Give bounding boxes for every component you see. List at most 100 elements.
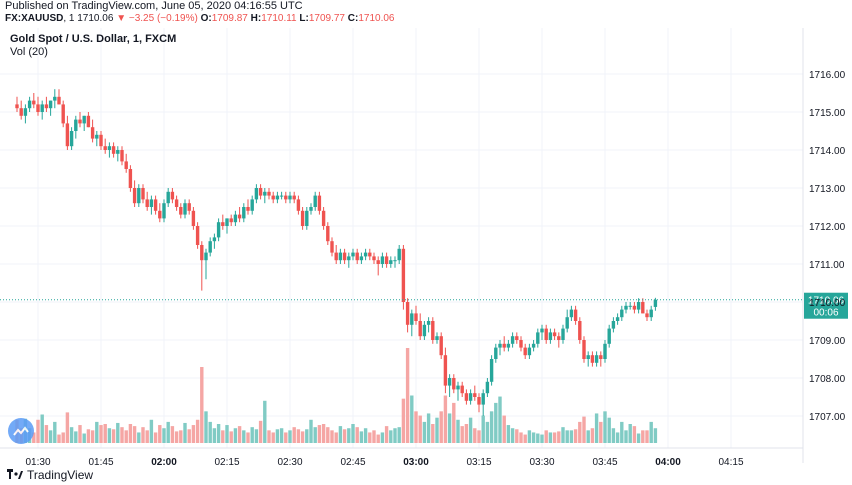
volume-bar [405, 348, 410, 443]
candle [447, 374, 452, 397]
candle [594, 351, 599, 367]
candle [414, 305, 418, 325]
time-tick-label: 04:00 [655, 457, 681, 468]
candle [74, 115, 78, 139]
candle [557, 332, 561, 348]
volume-bar [229, 431, 233, 443]
candle [363, 248, 368, 261]
candle [279, 191, 284, 200]
volume-bar [615, 432, 620, 443]
candle [141, 184, 145, 204]
volume-bar [544, 430, 548, 443]
candle [368, 248, 372, 261]
volume-bar [552, 432, 557, 443]
candle [599, 351, 603, 367]
change-down-icon: ▼ [116, 13, 127, 24]
volume-bar [582, 416, 586, 443]
volume-bar [216, 424, 221, 443]
low-label: L: [299, 13, 309, 24]
candle [27, 96, 32, 112]
volume-bar [460, 426, 464, 443]
price-axis: 1707.00 1708.00 1709.00 1710.00 1711.00 1712.… [802, 28, 846, 463]
volume-bar [498, 396, 502, 443]
candle [204, 248, 208, 280]
volume-bar [82, 433, 86, 443]
volume-bar [342, 429, 347, 443]
candle [288, 191, 292, 204]
candle [250, 195, 254, 215]
candle [82, 115, 86, 131]
volume-bar [78, 425, 82, 443]
volume-bar [69, 427, 74, 443]
candle [19, 100, 23, 120]
candle [338, 248, 343, 264]
open-value: 1709.87 [211, 13, 248, 24]
candle [620, 305, 624, 321]
volume-bar [620, 421, 624, 443]
candle [95, 131, 99, 147]
candle [502, 336, 506, 352]
candle [53, 89, 57, 109]
candle [510, 332, 515, 348]
volume-bar [237, 426, 242, 443]
candle [69, 127, 74, 150]
volume-bar [292, 427, 296, 443]
volume-bar [254, 429, 259, 443]
volume-bar [296, 429, 301, 443]
tradingview-cloud-icon[interactable] [8, 418, 34, 444]
volume-bar [233, 428, 238, 443]
candle [372, 252, 376, 264]
volume-bar [309, 419, 313, 443]
volume-bar [359, 431, 364, 443]
volume-bar [65, 412, 70, 443]
candle [506, 340, 511, 352]
candle [456, 381, 460, 401]
candle [384, 252, 389, 268]
candle [254, 184, 259, 204]
candle [615, 313, 620, 325]
volume-bar [166, 421, 170, 443]
volume-bar [225, 425, 229, 443]
candle [573, 305, 578, 325]
candle [636, 298, 641, 314]
candle [477, 393, 481, 413]
time-tick-label: 02:45 [340, 457, 365, 468]
volume-bar [384, 426, 389, 443]
volume-bar [300, 431, 305, 443]
candle [305, 207, 309, 230]
interval-label: 1 [68, 13, 75, 24]
candle [145, 191, 149, 211]
candle [212, 233, 217, 249]
volume-bar [519, 432, 523, 443]
volume-bar [527, 430, 532, 443]
volume-bar [204, 411, 208, 443]
candle [519, 336, 523, 352]
volume-bar [603, 411, 607, 443]
volume-bar [548, 432, 553, 443]
candle [321, 207, 326, 230]
tradingview-logo-icon [7, 469, 23, 479]
candle [523, 343, 527, 359]
candle [561, 324, 565, 344]
candle [78, 112, 82, 128]
volume-bar [179, 430, 183, 443]
candle [124, 153, 128, 173]
volume-bar [594, 413, 599, 443]
volume-bar [242, 430, 246, 443]
candle [544, 324, 548, 344]
volume-bar [195, 419, 200, 443]
footer-branding: TradingView [7, 468, 93, 482]
high-value: 1710.11 [261, 13, 297, 24]
volume-bar [36, 419, 40, 443]
volume-bar [162, 428, 166, 443]
price-tick-label: 1708.00 [809, 374, 846, 385]
close-value: 1710.06 [358, 13, 395, 24]
volume-bar [557, 431, 561, 443]
volume-bar [183, 422, 187, 443]
price-tick-label: 1715.00 [809, 108, 846, 119]
candle [61, 100, 65, 128]
candle [347, 252, 351, 268]
candle [263, 188, 267, 204]
candlestick-series [15, 89, 658, 416]
